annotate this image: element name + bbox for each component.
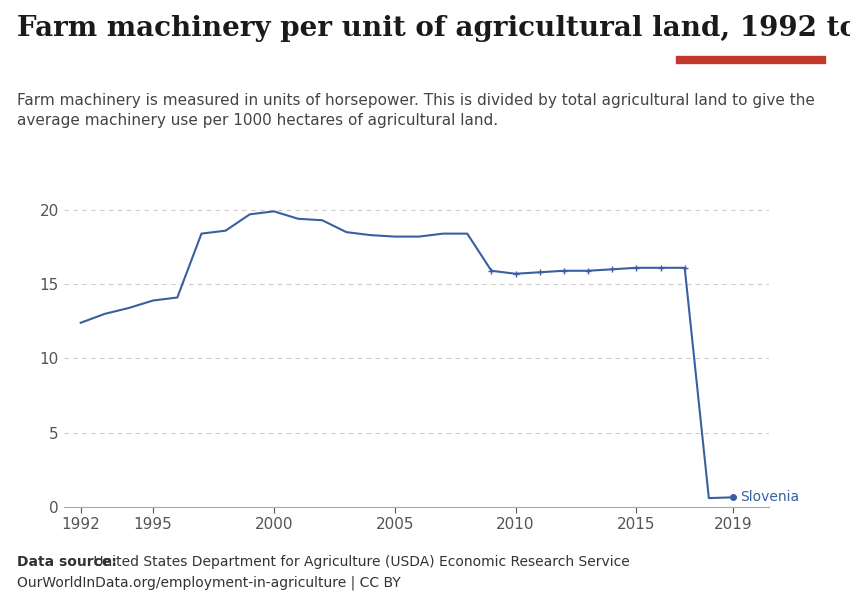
Text: Data source:: Data source: (17, 555, 116, 569)
Text: Slovenia: Slovenia (740, 490, 799, 505)
Text: Farm machinery is measured in units of horsepower. This is divided by total agri: Farm machinery is measured in units of h… (17, 93, 815, 128)
Text: United States Department for Agriculture (USDA) Economic Research Service: United States Department for Agriculture… (89, 555, 630, 569)
Text: in Data: in Data (726, 36, 774, 49)
Bar (676, 56, 824, 63)
Text: Farm machinery per unit of agricultural land, 1992 to 2019: Farm machinery per unit of agricultural … (17, 15, 850, 42)
Text: OurWorldInData.org/employment-in-agriculture | CC BY: OurWorldInData.org/employment-in-agricul… (17, 576, 400, 590)
Text: Our World: Our World (717, 19, 784, 32)
